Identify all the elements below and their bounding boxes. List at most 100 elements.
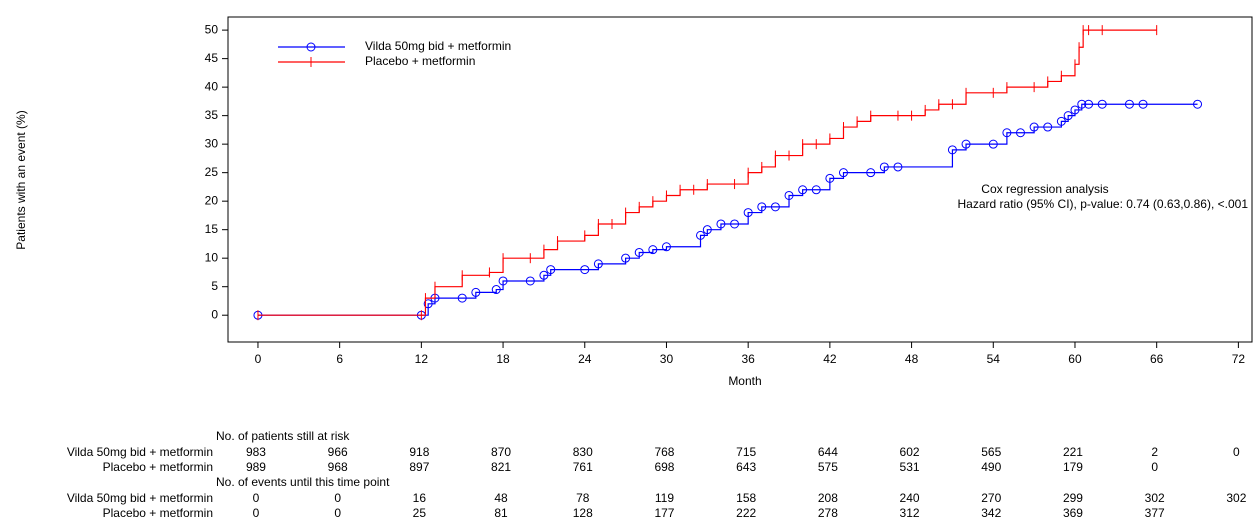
table-cell: 0 [334,491,341,505]
table-title: No. of patients still at risk [216,429,350,443]
table-cell: 16 [413,491,427,505]
table-cell: 299 [1063,491,1083,505]
annotation: Cox regression analysis [981,182,1108,196]
point-marker [1063,111,1073,121]
table-cell: 78 [576,491,590,505]
table-cell: 48 [494,491,508,505]
y-tick-label: 15 [205,222,219,236]
point-marker [621,253,631,263]
point-marker [811,185,821,195]
point-marker [743,208,753,218]
table-cell: 490 [981,460,1001,474]
table-cell: 0 [253,491,260,505]
legend-label: Placebo + metformin [365,54,475,68]
table-cell: 870 [491,445,511,459]
point-marker [661,242,671,252]
point-marker [961,139,971,149]
point-marker [798,185,808,195]
table-cell: 221 [1063,445,1083,459]
point-marker [696,230,706,240]
x-tick-label: 30 [660,352,674,366]
point-marker [1077,99,1087,109]
table-cell: 768 [654,445,674,459]
point-marker [947,145,957,155]
table-cell: 643 [736,460,756,474]
table-cell: 644 [818,445,838,459]
point-marker [1043,122,1053,132]
row-label: Placebo + metformin [103,506,213,520]
point-marker [1097,99,1107,109]
table-cell: 312 [900,506,920,520]
table-cell: 179 [1063,460,1083,474]
x-tick-label: 36 [741,352,755,366]
table-cell: 575 [818,460,838,474]
point-marker [1124,99,1134,109]
series-line [257,103,1198,316]
point-marker [1138,99,1148,109]
table-cell: 302 [1145,491,1165,505]
point-marker [546,265,556,275]
point-marker [1193,99,1203,109]
x-tick-label: 48 [905,352,919,366]
point-marker [784,190,794,200]
table-cell: 208 [818,491,838,505]
row-label: Placebo + metformin [103,460,213,474]
y-tick-label: 50 [205,22,219,36]
point-marker [1056,116,1066,126]
x-axis-label: Month [728,374,761,388]
x-tick-label: 60 [1068,352,1082,366]
x-tick-label: 54 [987,352,1001,366]
table-title: No. of events until this time point [216,475,390,489]
row-label: Vilda 50mg bid + metformin [67,491,213,505]
table-cell: 0 [1233,445,1240,459]
point-marker [498,276,508,286]
y-tick-label: 30 [205,136,219,150]
table-cell: 128 [573,506,593,520]
y-tick-label: 10 [205,250,219,264]
x-tick-label: 6 [336,352,343,366]
point-marker [634,247,644,257]
point-marker [1070,105,1080,115]
point-marker [893,162,903,172]
series-line [257,29,1157,316]
plot-frame [227,16,1253,343]
point-marker [423,299,433,309]
point-marker [1016,128,1026,138]
point-marker [825,173,835,183]
point-marker [838,168,848,178]
point-marker [1029,122,1039,132]
point-marker [702,225,712,235]
table-cell: 119 [655,491,674,505]
y-tick-label: 25 [205,165,219,179]
table-cell: 830 [573,445,593,459]
table-cell: 531 [900,460,920,474]
row-label: Vilda 50mg bid + metformin [67,445,213,459]
point-marker [866,168,876,178]
y-tick-label: 40 [205,79,219,93]
point-marker [471,287,481,297]
legend-marker [306,42,316,52]
table-cell: 698 [654,460,674,474]
x-tick-label: 24 [578,352,592,366]
point-marker [593,259,603,269]
table-cell: 0 [1151,460,1158,474]
table-cell: 918 [409,445,429,459]
table-cell: 342 [981,506,1001,520]
legend-label: Vilda 50mg bid + metformin [365,39,511,53]
table-cell: 968 [328,460,348,474]
annotation: Hazard ratio (95% CI), p-value: 0.74 (0.… [958,197,1249,211]
point-marker [770,202,780,212]
table-cell: 821 [491,460,511,474]
point-marker [879,162,889,172]
table-cell: 158 [736,491,756,505]
x-tick-label: 42 [823,352,837,366]
table-cell: 302 [1226,491,1246,505]
point-marker [539,270,549,280]
table-cell: 278 [818,506,838,520]
point-marker [1002,128,1012,138]
table-cell: 2 [1151,445,1158,459]
table-cell: 761 [573,460,593,474]
table-cell: 81 [494,506,508,520]
table-cell: 715 [736,445,756,459]
